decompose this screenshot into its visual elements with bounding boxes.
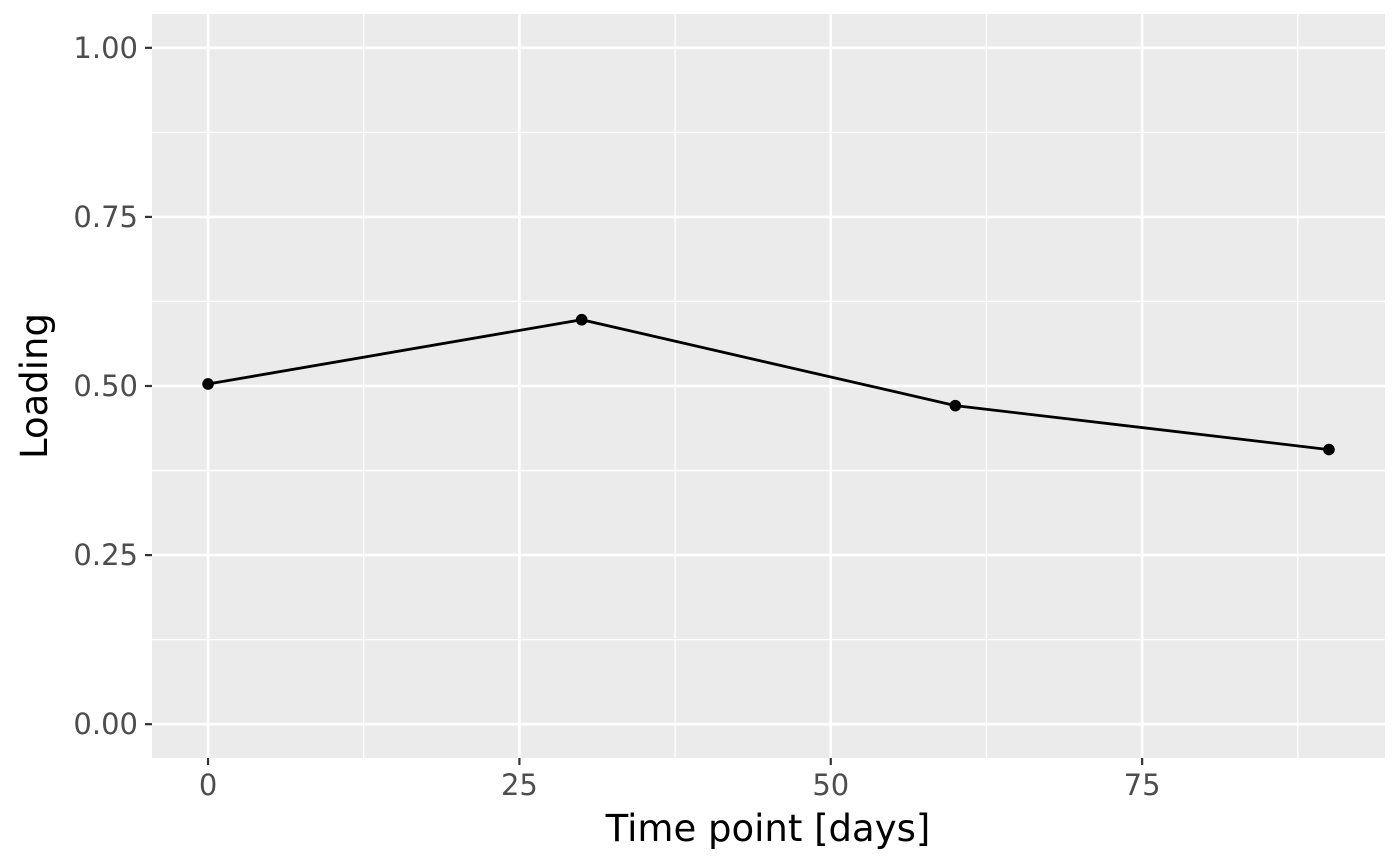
x-axis-title: Time point [days] [605,807,931,850]
series-layer [202,313,1335,456]
y-tick-label: 1.00 [73,31,138,65]
y-axis-title: Loading [13,313,56,459]
x-tick-label: 75 [1124,768,1161,802]
x-tick-label: 0 [199,768,217,802]
y-tick-label: 0.75 [73,200,138,234]
y-tick-label: 0.00 [73,707,138,741]
series-line [207,318,1330,451]
data-point [949,399,962,412]
y-tick-label: 0.50 [73,369,138,403]
x-tick-label: 25 [501,768,538,802]
axes: 0 25 50 75 0.00 0.25 0.50 0.75 1.00 [73,31,1160,802]
data-point [1323,443,1335,456]
y-tick-label: 0.25 [73,538,138,572]
x-tick-label: 50 [812,768,849,802]
data-point [202,378,214,390]
major-grid [152,14,1385,758]
data-point [575,313,588,326]
